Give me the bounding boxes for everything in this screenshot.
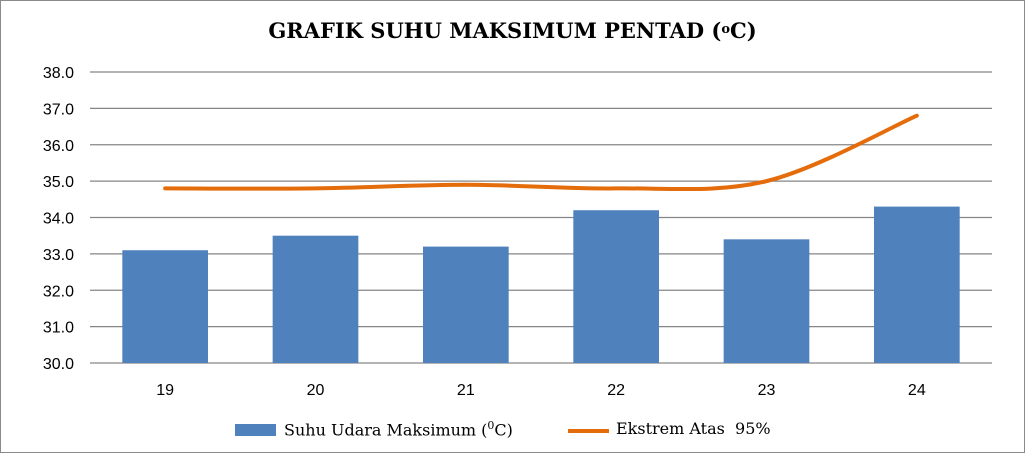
y-tick-label: 32.0	[43, 283, 74, 300]
gridlines	[90, 71, 992, 364]
y-tick-label: 33.0	[43, 247, 74, 264]
legend-swatch-bar	[235, 424, 276, 436]
x-axis-ticks: 19 20 21 22 23 24	[156, 382, 926, 399]
bar	[723, 239, 810, 363]
chart-title-degree: o	[721, 22, 731, 37]
bar	[272, 235, 359, 363]
legend-swatch-line	[568, 429, 609, 433]
chart-title-text: GRAFIK SUHU MAKSIMUM PENTAD (	[268, 18, 722, 43]
legend-label-bar-prefix: Suhu Udara Maksimum (	[284, 420, 488, 440]
bar	[422, 246, 509, 363]
bar-series	[122, 206, 960, 363]
bar	[122, 250, 209, 363]
legend-label-line: Ekstrem Atas 95%	[616, 419, 771, 438]
y-tick-label: 35.0	[43, 174, 74, 191]
x-tick-label: 24	[908, 382, 926, 399]
y-tick-label: 31.0	[43, 320, 74, 337]
y-tick-label: 30.0	[43, 356, 74, 373]
x-tick-label: 23	[758, 382, 776, 399]
line-path	[163, 113, 919, 192]
chart-title: GRAFIK SUHU MAKSIMUM PENTAD (oC)	[0, 18, 1025, 43]
legend-label-bar-sup: 0	[487, 419, 495, 432]
x-tick-label: 22	[607, 382, 625, 399]
y-tick-label: 37.0	[43, 101, 74, 118]
y-axis-ticks: 30.0 31.0 32.0 33.0 34.0 35.0 36.0 37.0 38.0	[43, 65, 74, 373]
x-tick-label: 19	[156, 382, 174, 399]
legend-label-bar-suffix: C)	[494, 420, 513, 440]
legend: Suhu Udara Maksimum (0C) Ekstrem Atas 95…	[0, 418, 1025, 444]
line-series	[163, 113, 919, 192]
bar	[573, 210, 660, 363]
y-tick-label: 36.0	[43, 138, 74, 155]
y-tick-label: 38.0	[43, 65, 74, 82]
y-tick-label: 34.0	[43, 211, 74, 228]
chart-title-unit: C)	[730, 18, 757, 43]
bar	[873, 206, 960, 363]
x-tick-label: 21	[457, 382, 475, 399]
legend-label-bar: Suhu Udara Maksimum (0C)	[284, 419, 513, 439]
x-tick-label: 20	[307, 382, 325, 399]
